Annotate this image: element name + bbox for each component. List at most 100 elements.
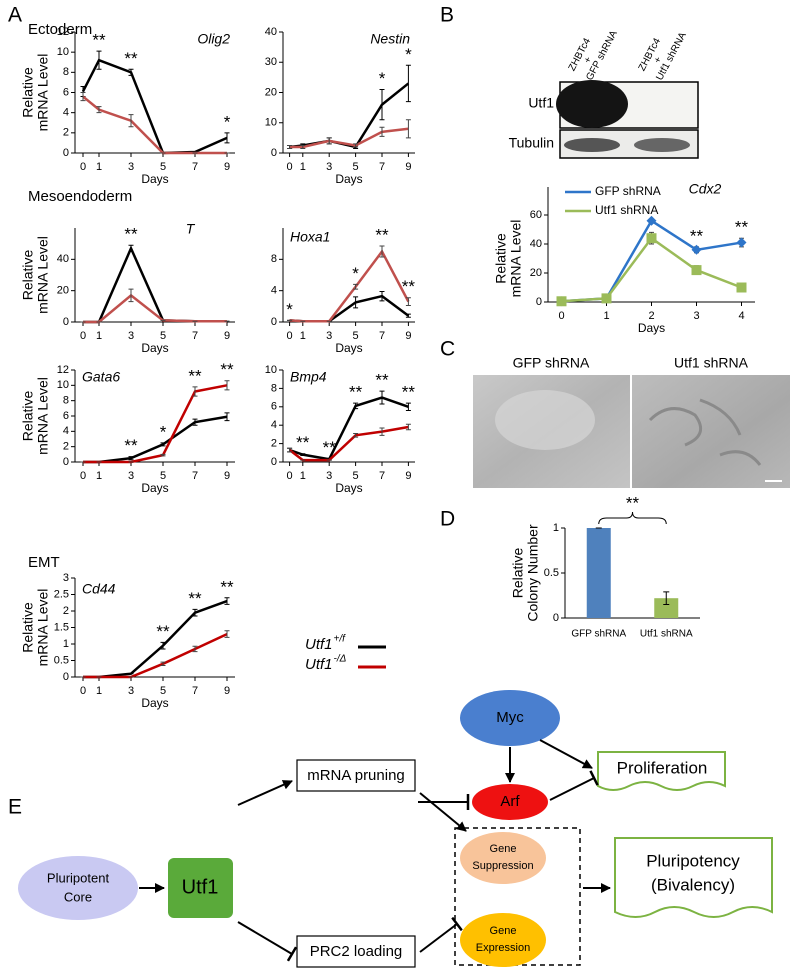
series-line <box>289 82 410 149</box>
significance: ** <box>402 383 416 402</box>
error-bar <box>224 630 230 638</box>
error-bar <box>192 645 198 653</box>
panel-label: B <box>440 4 454 27</box>
node-label: Arf <box>500 793 520 810</box>
x-tick-label: 7 <box>379 330 385 342</box>
section-label: Ectoderm <box>28 21 92 38</box>
pathway-diagram: Myc Proliferation mRNA pruning Arf Pluri… <box>18 690 773 968</box>
error-bar <box>353 143 359 148</box>
error-bar <box>160 442 166 447</box>
error-bar <box>192 386 198 397</box>
significance: ** <box>124 225 138 244</box>
y-tick-label: 0 <box>63 316 69 328</box>
y-tick-label: 1.5 <box>54 621 69 633</box>
y-axis-label: Relative <box>20 391 36 442</box>
error-bar <box>224 412 230 422</box>
error-bar <box>160 661 166 666</box>
chart-title: Nestin <box>370 31 410 47</box>
blot-band <box>556 80 628 128</box>
y-axis-label: Relative <box>20 67 36 118</box>
significance: ** <box>156 622 170 641</box>
x-tick-label: 3 <box>128 330 134 342</box>
series-line <box>289 127 409 149</box>
x-axis-label: Days <box>335 172 362 186</box>
y-tick-label: 6 <box>271 401 277 413</box>
blot-band <box>634 138 690 152</box>
y-tick-label: 0 <box>63 671 69 683</box>
colony <box>495 390 595 450</box>
error-bar <box>287 447 293 453</box>
error-bar <box>80 92 86 102</box>
y-tick-label: 3 <box>63 572 69 584</box>
y-tick-label: 6 <box>63 86 69 98</box>
error-bar <box>379 245 385 258</box>
error-bar <box>379 88 385 121</box>
point-marker <box>736 282 747 293</box>
x-tick-label: 1 <box>96 330 102 342</box>
x-tick-label: 5 <box>353 470 359 482</box>
legend-label: GFP shRNA <box>595 184 661 198</box>
x-tick-label: 5 <box>353 330 359 342</box>
y-tick-label: 12 <box>57 364 69 376</box>
edge <box>237 780 293 806</box>
y-axis-label: Relative <box>20 602 36 653</box>
x-tick-label: 1 <box>603 310 609 322</box>
x-tick-label: 3 <box>693 310 699 322</box>
y-axis-label: mRNA Level <box>35 589 51 667</box>
x-tick-label: 0 <box>287 470 293 482</box>
x-tick-label: 0 <box>80 330 86 342</box>
significance: ** <box>735 218 749 237</box>
x-axis-label: Days <box>335 341 362 355</box>
x-tick-label: 9 <box>224 161 230 173</box>
y-tick-label: 4 <box>271 285 277 297</box>
node-label: Pluripotent <box>47 870 110 885</box>
error-bar <box>663 591 670 605</box>
x-tick-label: 1 <box>300 161 306 173</box>
x-tick-label: 2 <box>648 310 654 322</box>
series-line <box>83 384 228 464</box>
y-tick-label: 0 <box>271 316 277 328</box>
x-tick-label: 7 <box>379 470 385 482</box>
series-line <box>82 95 227 155</box>
x-tick-label: 9 <box>224 470 230 482</box>
lane-label: + <box>582 55 595 65</box>
legend-label: Utf1 <box>305 656 333 673</box>
x-tick-label: 1 <box>300 470 306 482</box>
x-tick-label: 7 <box>379 161 385 173</box>
node-label: Gene <box>490 843 517 855</box>
chart-title: Bmp4 <box>290 369 327 385</box>
significance: ** <box>220 577 234 596</box>
error-bar <box>353 283 359 290</box>
x-tick-label: 0 <box>80 685 86 697</box>
x-tick-label: 3 <box>128 470 134 482</box>
panel-label: E <box>8 796 22 819</box>
y-axis-label: mRNA Level <box>35 236 51 314</box>
y-tick-label: 4 <box>271 419 277 431</box>
point-marker <box>691 244 702 255</box>
x-tick-label: 0 <box>287 330 293 342</box>
series-line <box>83 599 228 679</box>
image-label: GFP shRNA <box>513 355 590 371</box>
legend-superscript: -/Δ <box>334 654 347 665</box>
error-bar <box>224 132 230 144</box>
node-label: Proliferation <box>617 758 708 777</box>
y-tick-label: 0 <box>271 147 277 159</box>
edge <box>539 739 593 769</box>
significance: * <box>405 45 412 64</box>
y-tick-label: 40 <box>265 26 277 38</box>
x-tick-label: 5 <box>353 161 359 173</box>
node-label: Core <box>64 889 92 904</box>
y-tick-label: 0.5 <box>544 567 559 579</box>
y-tick-label: 4 <box>63 425 69 437</box>
error-bar <box>353 402 359 410</box>
error-bar <box>128 456 134 461</box>
error-bar <box>405 402 411 411</box>
error-bar <box>405 119 411 139</box>
x-axis-label: Days <box>141 172 168 186</box>
x-tick-label: 9 <box>405 330 411 342</box>
edge <box>419 916 463 953</box>
panel-label: D <box>440 508 455 531</box>
error-bar <box>128 244 134 252</box>
error-bar <box>128 288 134 303</box>
western-blot: Utf1 Tubulin ZHBTc4 + GFP shRNA ZHBTc4 +… <box>509 29 699 159</box>
